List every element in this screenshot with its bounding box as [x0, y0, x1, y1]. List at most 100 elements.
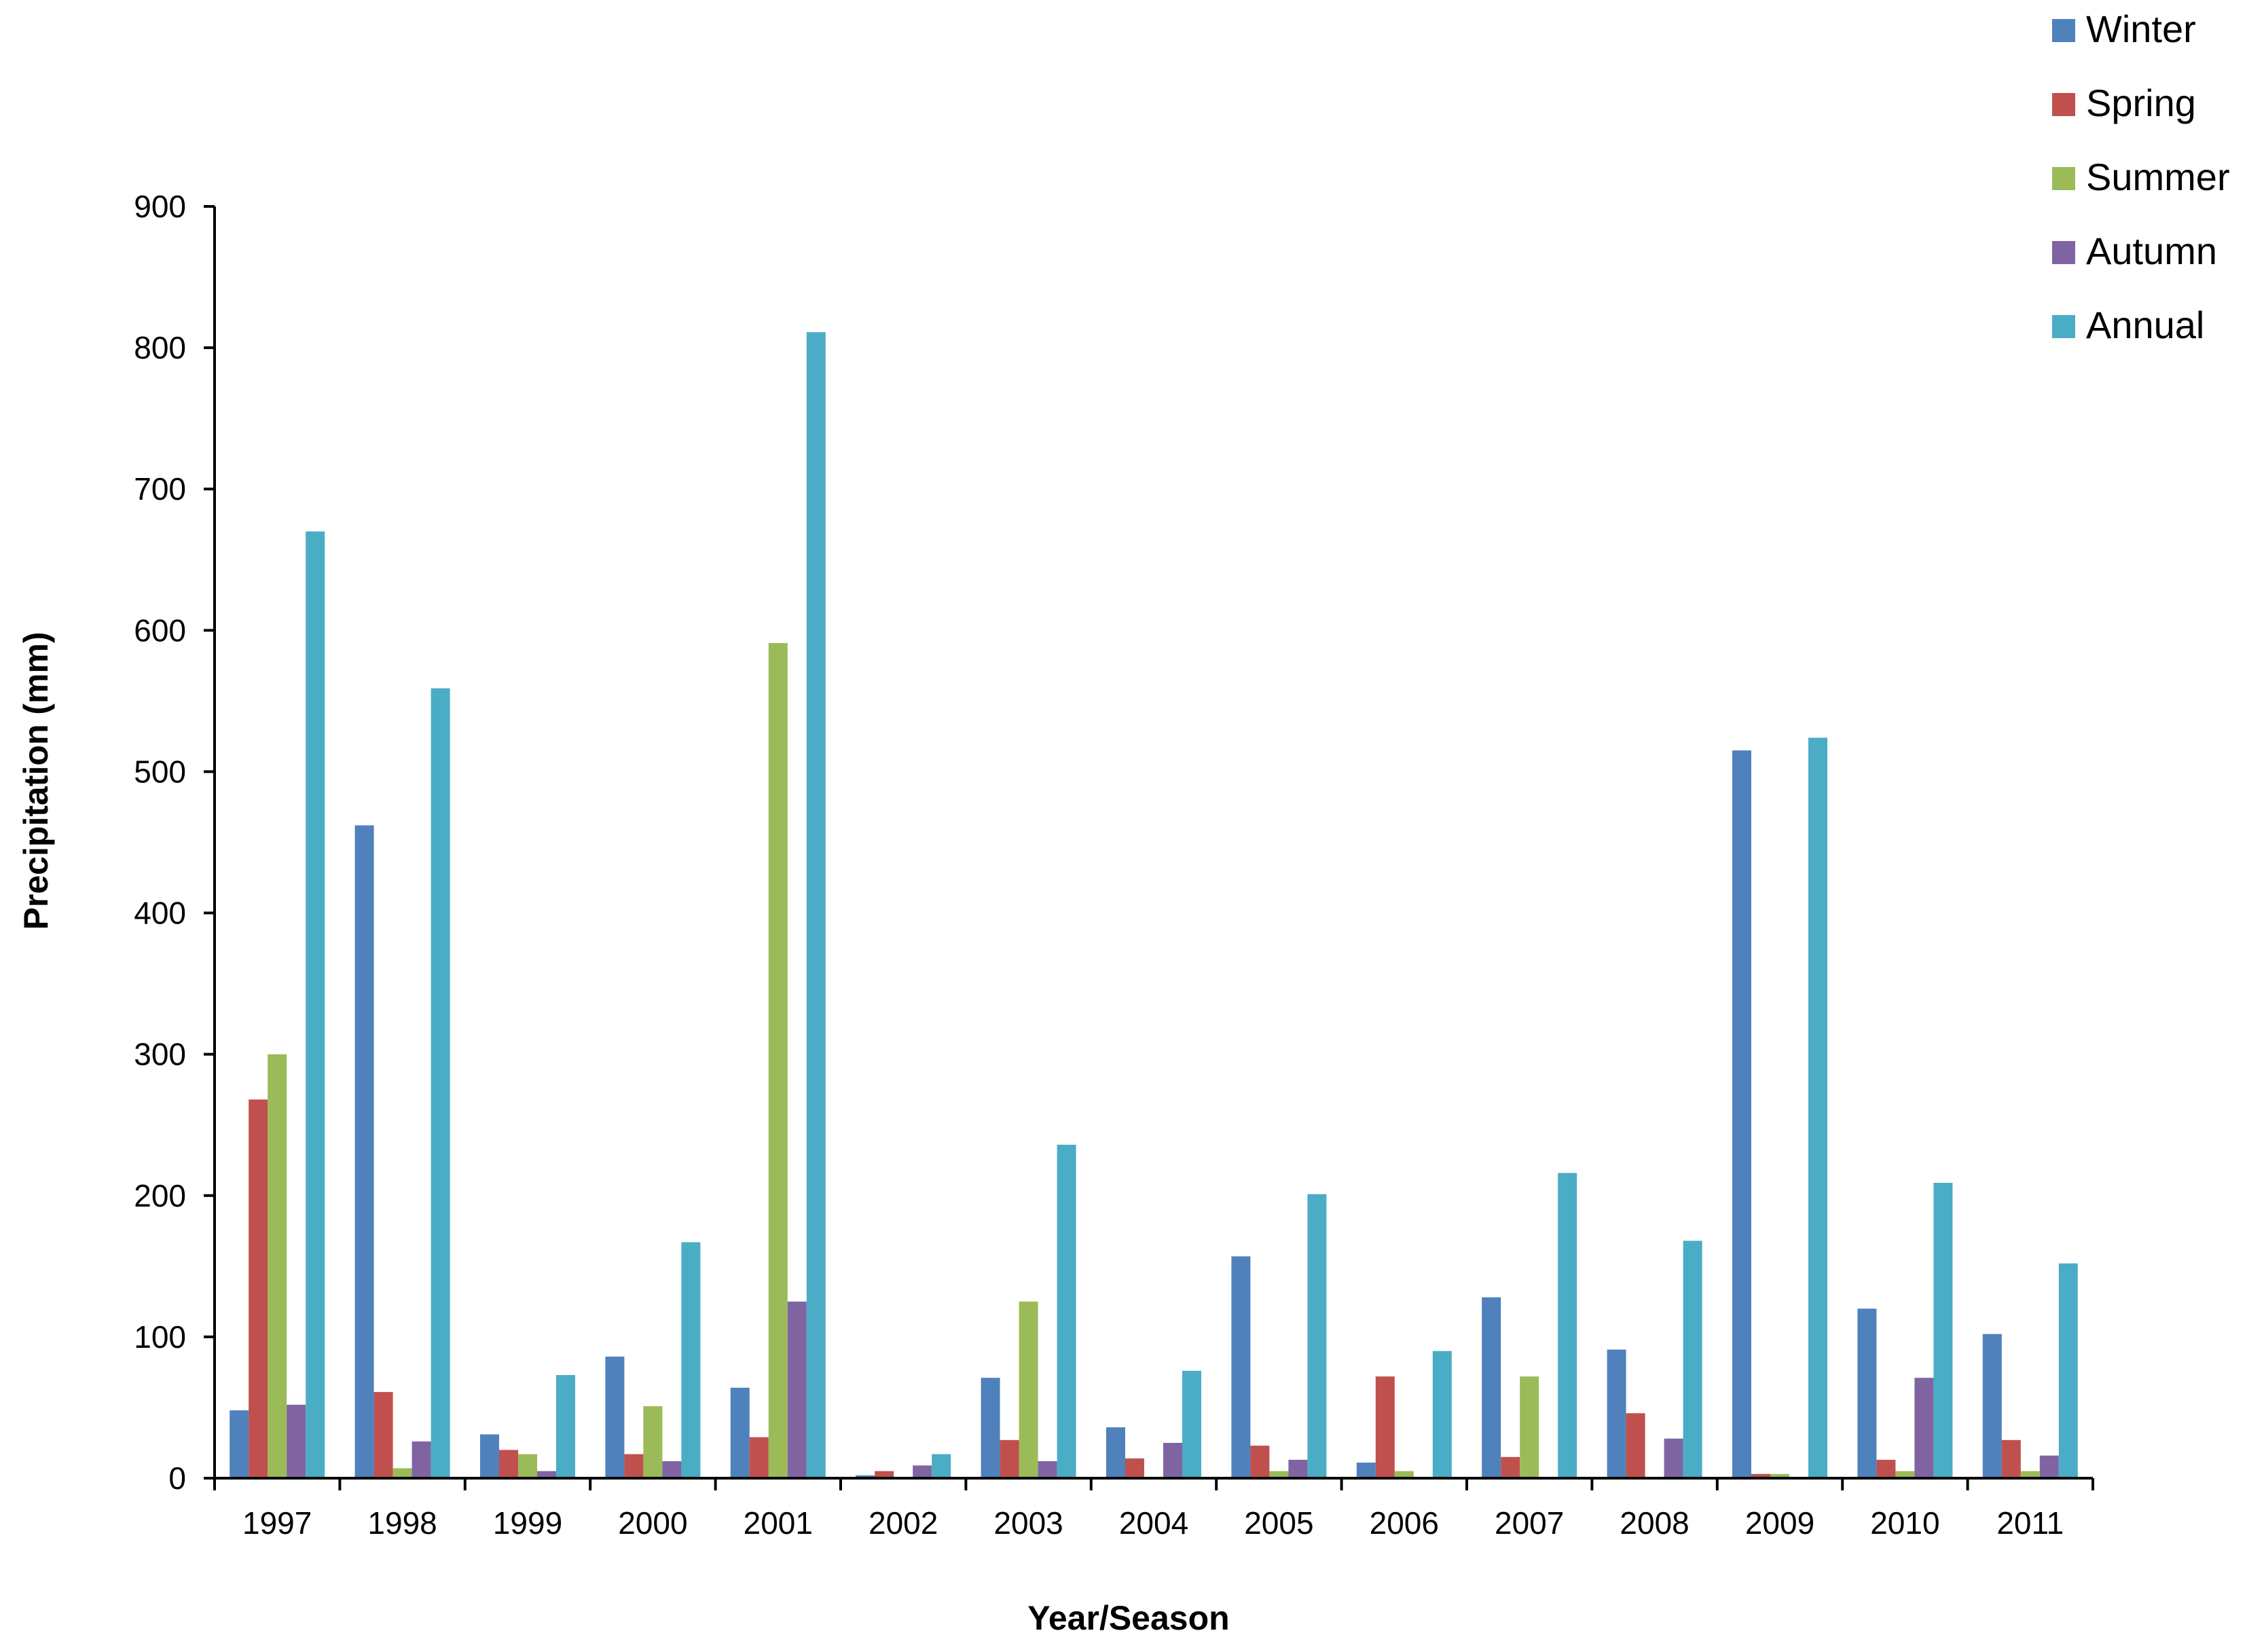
bar-autumn-2002 [913, 1465, 932, 1478]
y-tick-label-900: 900 [134, 189, 186, 224]
y-tick-label-700: 700 [134, 471, 186, 507]
bar-spring-2003 [1000, 1439, 1019, 1478]
y-axis-title: Precipitation (mm) [17, 632, 55, 930]
x-tick-label-2005: 2005 [1244, 1505, 1313, 1541]
bar-winter-2009 [1732, 750, 1751, 1478]
bar-autumn-2003 [1038, 1461, 1057, 1478]
legend-swatch-autumn [2052, 241, 2075, 264]
bar-summer-2010 [1895, 1471, 1915, 1478]
bar-annual-2000 [681, 1242, 701, 1478]
legend-swatch-annual [2052, 315, 2075, 338]
bar-annual-2010 [1933, 1183, 1953, 1478]
bar-autumn-1999 [537, 1471, 556, 1478]
bar-autumn-1998 [412, 1441, 431, 1478]
bar-annual-1999 [556, 1375, 575, 1478]
legend-label-winter: Winter [2086, 7, 2196, 50]
bar-summer-2003 [1019, 1301, 1038, 1478]
legend-label-summer: Summer [2086, 155, 2230, 198]
bar-winter-2001 [730, 1387, 750, 1478]
x-tick-label-2003: 2003 [993, 1505, 1063, 1541]
bar-spring-2010 [1876, 1459, 1896, 1478]
bar-winter-1999 [480, 1434, 499, 1478]
bar-winter-1998 [354, 825, 374, 1478]
bar-annual-1998 [431, 688, 450, 1479]
bar-summer-2006 [1394, 1471, 1414, 1478]
bar-summer-2000 [643, 1406, 663, 1478]
x-tick-label-2008: 2008 [1620, 1505, 1689, 1541]
x-tick-label-2000: 2000 [618, 1505, 687, 1541]
bar-winter-2006 [1356, 1463, 1376, 1478]
bar-winter-2002 [856, 1475, 875, 1478]
bar-summer-2009 [1770, 1473, 1789, 1478]
bar-spring-2000 [624, 1454, 644, 1478]
y-tick-label-800: 800 [134, 330, 186, 365]
bar-annual-2003 [1057, 1144, 1076, 1478]
legend-label-autumn: Autumn [2086, 230, 2217, 272]
x-tick-label-2009: 2009 [1745, 1505, 1814, 1541]
x-tick-label-2002: 2002 [869, 1505, 938, 1541]
y-tick-label-400: 400 [134, 896, 186, 931]
bar-spring-2005 [1250, 1446, 1270, 1478]
bar-autumn-2010 [1914, 1378, 1934, 1478]
legend-swatch-winter [2052, 19, 2075, 42]
bar-spring-1997 [249, 1099, 268, 1478]
bar-spring-1998 [373, 1392, 393, 1478]
bar-summer-2001 [768, 643, 788, 1478]
bar-annual-2008 [1683, 1241, 1702, 1478]
bar-annual-2011 [2058, 1263, 2078, 1478]
bar-spring-2002 [875, 1471, 894, 1478]
x-tick-label-2006: 2006 [1370, 1505, 1439, 1541]
bar-winter-2010 [1857, 1308, 1877, 1478]
bar-annual-2006 [1432, 1351, 1452, 1478]
x-tick-label-2001: 2001 [744, 1505, 813, 1541]
axes-group: 0 100 200 300 400 500 600 700 800 900 1997 1998 1999… [134, 189, 2094, 1541]
x-tick-label-2004: 2004 [1119, 1505, 1188, 1541]
bar-summer-1998 [392, 1468, 412, 1478]
x-axis-title: Year/Season [1027, 1599, 1229, 1637]
bar-annual-2001 [806, 332, 826, 1479]
bar-autumn-2008 [1664, 1438, 1683, 1478]
bar-autumn-2004 [1163, 1443, 1182, 1478]
bar-winter-2000 [605, 1357, 625, 1478]
bar-winter-2011 [1982, 1334, 2002, 1478]
y-tick-label-600: 600 [134, 612, 186, 648]
bar-annual-2007 [1558, 1173, 1577, 1478]
legend-swatch-summer [2052, 167, 2075, 190]
bar-spring-2001 [749, 1437, 769, 1478]
bar-spring-2004 [1125, 1458, 1144, 1478]
bar-annual-2004 [1182, 1370, 1201, 1478]
bar-autumn-2001 [787, 1301, 807, 1478]
bar-annual-1997 [306, 531, 325, 1479]
bar-spring-1999 [499, 1450, 518, 1478]
bar-autumn-2011 [2039, 1455, 2059, 1478]
bar-spring-2006 [1375, 1376, 1395, 1478]
bar-winter-1997 [230, 1410, 249, 1478]
x-tick-label-2010: 2010 [1870, 1505, 1939, 1541]
legend-swatch-spring [2052, 93, 2075, 116]
x-tick-label-1997: 1997 [242, 1505, 312, 1541]
x-tick-label-2011: 2011 [1996, 1505, 2064, 1541]
bar-winter-2007 [1482, 1297, 1501, 1478]
bar-summer-1997 [268, 1054, 287, 1478]
bar-annual-2009 [1808, 737, 1827, 1478]
bar-winter-2003 [981, 1378, 1000, 1478]
bar-winter-2005 [1231, 1256, 1251, 1478]
legend-label-spring: Spring [2086, 81, 2196, 124]
bar-summer-1999 [518, 1454, 537, 1478]
bar-annual-2002 [932, 1454, 951, 1478]
bar-winter-2004 [1106, 1427, 1125, 1478]
bar-spring-2011 [2001, 1439, 2021, 1478]
y-tick-label-200: 200 [134, 1178, 186, 1213]
bars-group [230, 332, 2078, 1479]
bar-spring-2007 [1501, 1456, 1520, 1478]
legend: Winter Spring Summer Autumn Annual [2052, 7, 2230, 346]
x-tick-label-1998: 1998 [367, 1505, 437, 1541]
bar-spring-2008 [1626, 1413, 1645, 1478]
bar-autumn-2005 [1288, 1459, 1308, 1478]
bar-summer-2005 [1269, 1471, 1289, 1478]
x-tick-label-1999: 1999 [493, 1505, 562, 1541]
bar-summer-2007 [1520, 1376, 1539, 1478]
x-tick-label-2007: 2007 [1495, 1505, 1564, 1541]
y-tick-label-300: 300 [134, 1037, 186, 1072]
